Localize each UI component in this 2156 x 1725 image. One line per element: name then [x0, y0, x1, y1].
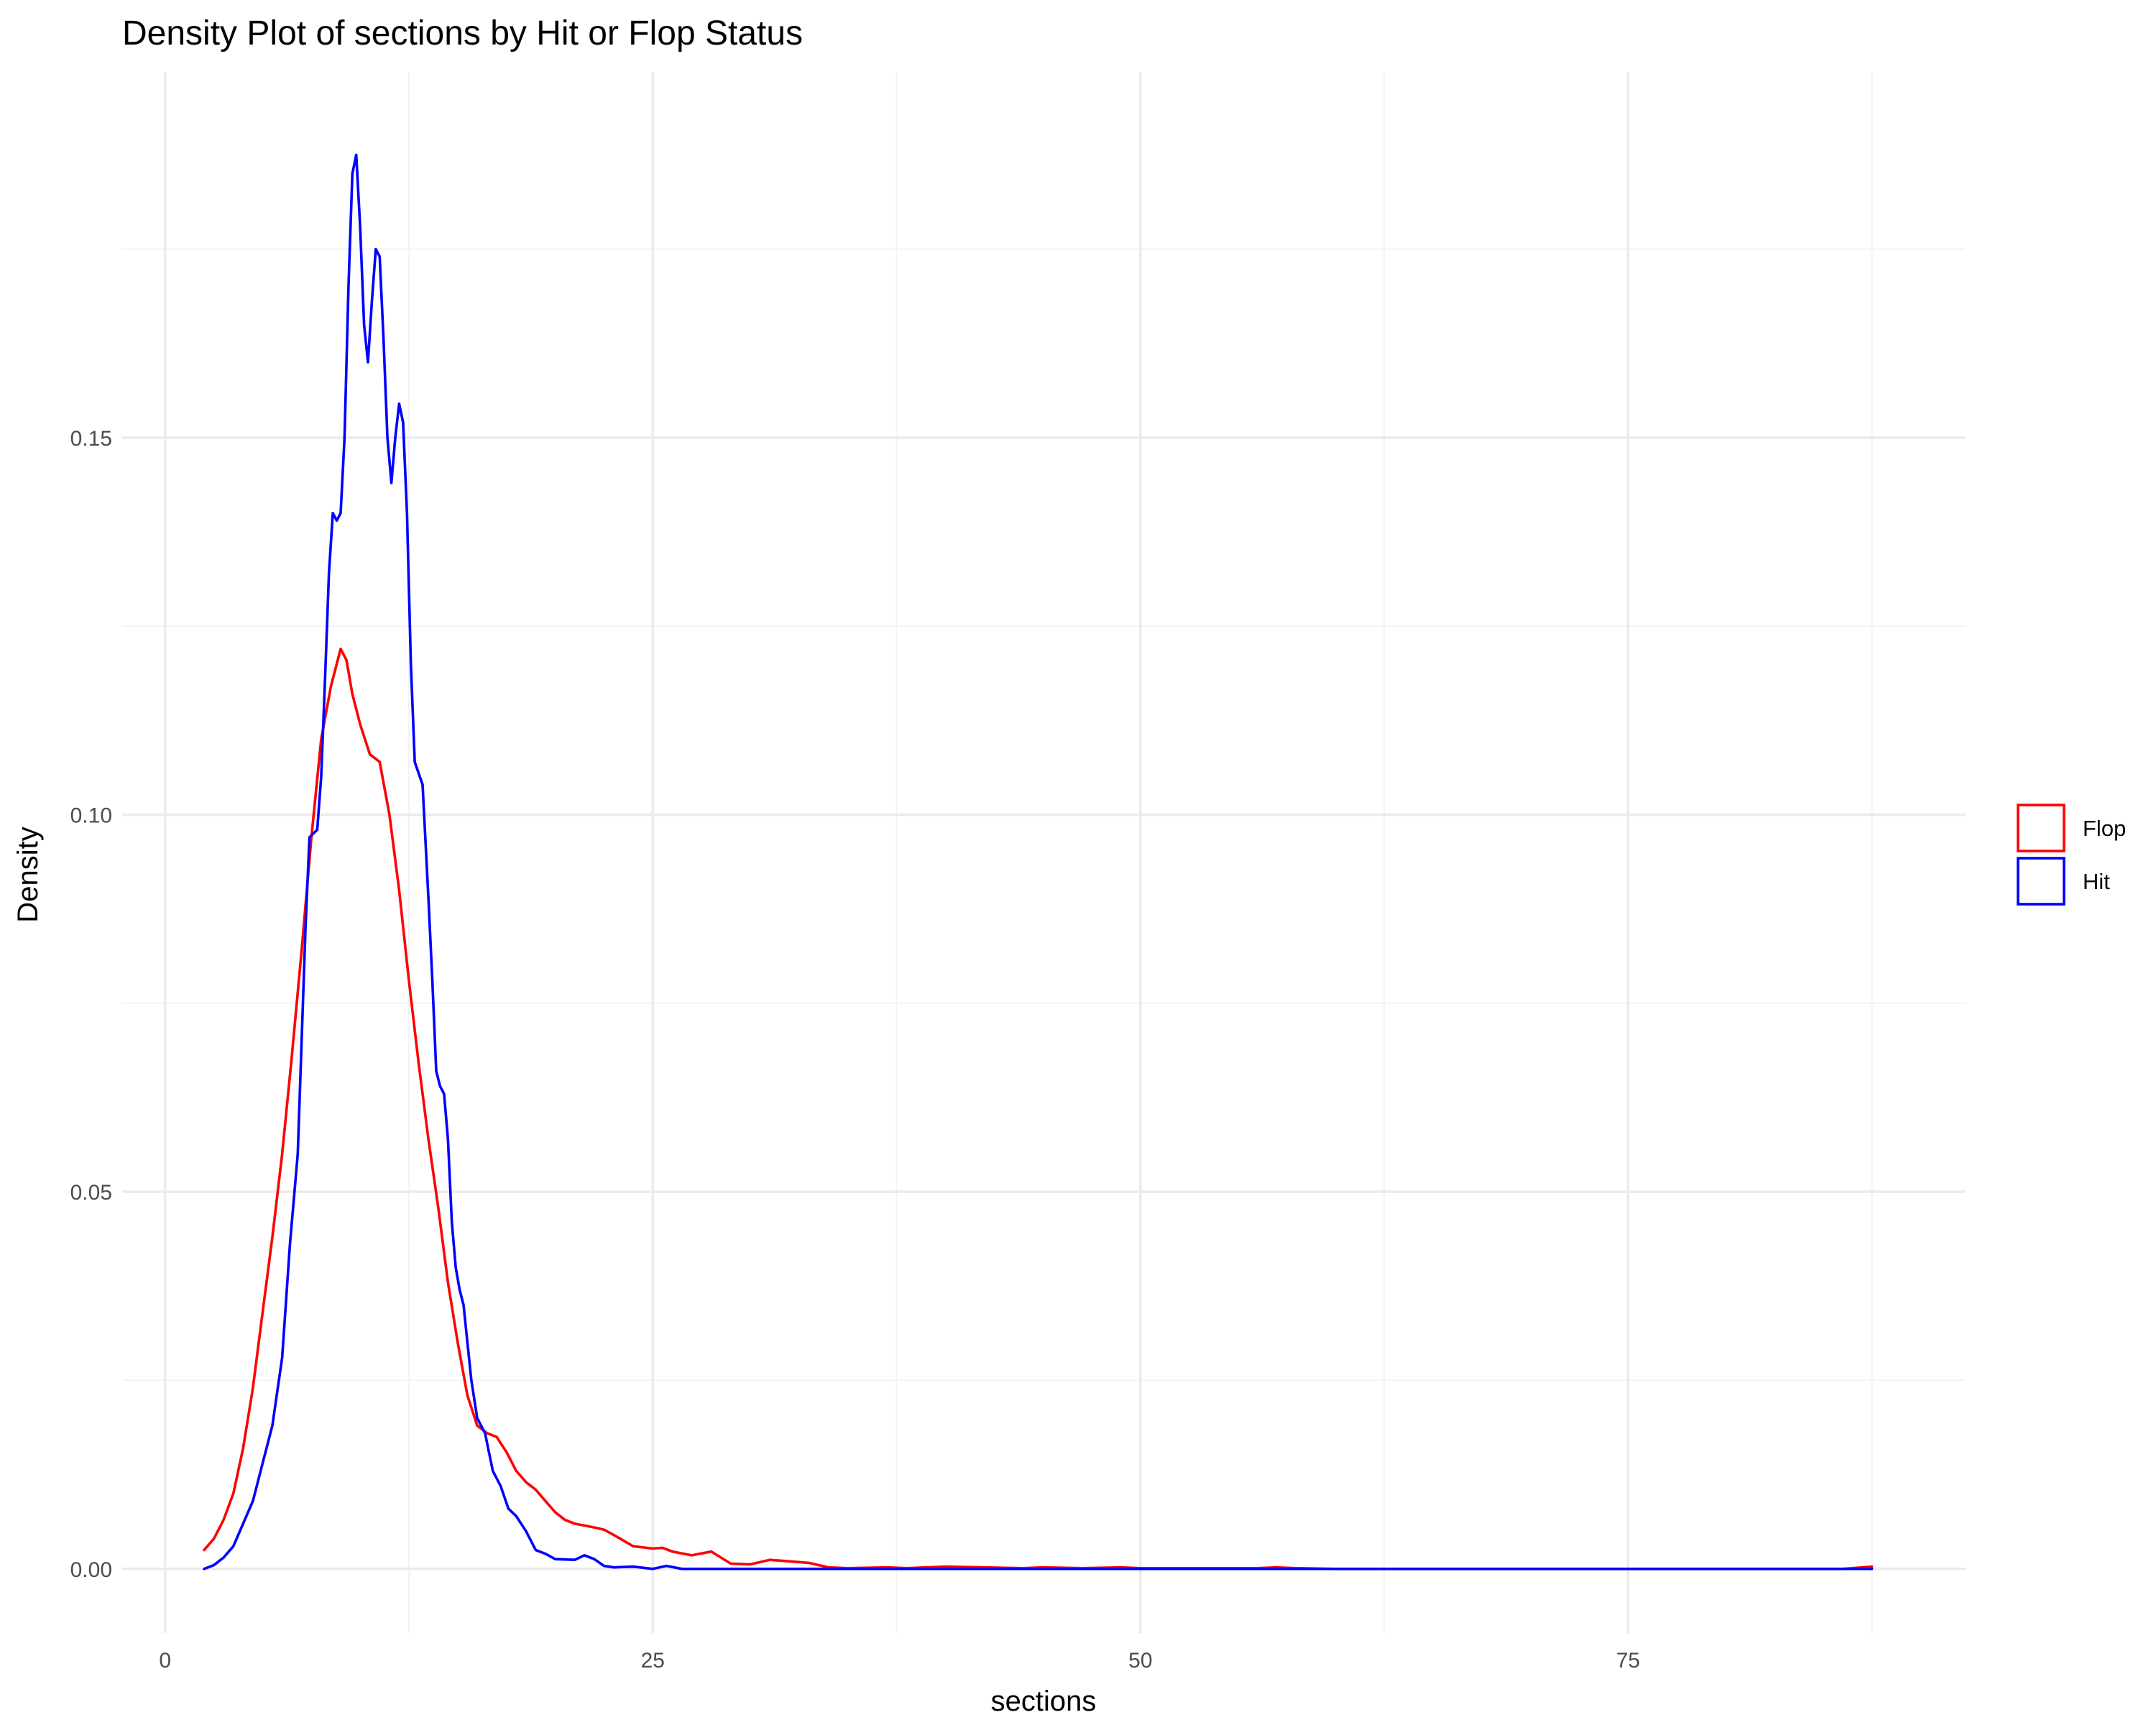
legend: Flop Hit — [2017, 804, 2126, 906]
series-line-flop — [203, 647, 1874, 1570]
x-tick-label: 50 — [1128, 1649, 1152, 1673]
legend-key-flop — [2017, 804, 2065, 852]
y-tick-label: 0.15 — [70, 427, 112, 451]
y-tick-label: 0.00 — [70, 1558, 112, 1582]
x-tick-label: 25 — [641, 1649, 665, 1673]
series-layer — [203, 153, 1874, 1570]
legend-key-hit — [2017, 857, 2065, 906]
grid-layer — [122, 72, 1966, 1633]
x-axis-ticks: 0 25 50 75 — [159, 1649, 1640, 1673]
y-tick-label: 0.05 — [70, 1181, 112, 1205]
legend-label-hit: Hit — [2083, 869, 2110, 894]
chart-title: Density Plot of sections by Hit or Flop … — [122, 14, 803, 52]
x-axis-title: sections — [991, 1685, 1097, 1717]
x-tick-label: 0 — [159, 1649, 171, 1673]
y-axis-title: Density — [12, 827, 44, 922]
y-tick-label: 0.10 — [70, 804, 112, 828]
y-axis-ticks: 0.00 0.05 0.10 0.15 — [70, 427, 112, 1582]
series-line-hit — [203, 153, 1874, 1570]
x-tick-label: 75 — [1616, 1649, 1640, 1673]
legend-label-flop: Flop — [2083, 816, 2126, 841]
